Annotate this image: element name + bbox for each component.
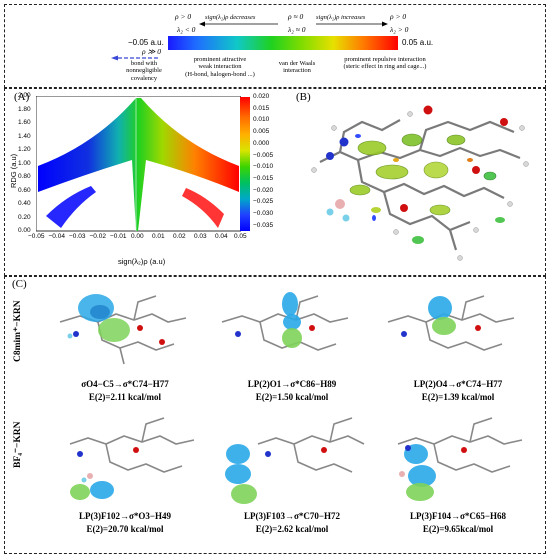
nbo-orbital-4 (69, 417, 195, 500)
y-tick: 0.20 (18, 213, 31, 221)
x-tick: −0.02 (89, 233, 106, 240)
nbo-orbital-3 (387, 295, 515, 351)
legend-box (4, 4, 546, 88)
colorbar-ticks: 0.020 0.015 0.010 0.005 0.000 −0.005 −0.… (253, 93, 293, 234)
colorbar-tick: −0.010 (253, 163, 274, 171)
rho-approx-zero: ρ ≈ 0 (288, 12, 304, 21)
nbo-orbital-6 (397, 417, 523, 501)
sign-decreases-label: sign(λ₂)ρ decreases (205, 14, 256, 21)
y-tick: 0.60 (18, 186, 31, 194)
sign-lambda-rho-gradient (168, 36, 398, 50)
x-tick: 0.00 (131, 233, 144, 240)
rho-pos-left: ρ > 0 (175, 12, 192, 21)
attractive-interaction-text: prominent attractive weak interaction (H-b… (185, 56, 255, 78)
y-tick: 1.20 (18, 146, 31, 153)
colorbar-tick: −0.020 (253, 186, 274, 194)
colorbar-tick: −0.025 (253, 198, 274, 206)
rdg-scatter-plot (36, 96, 241, 232)
panel-b-label: (B) (296, 91, 311, 103)
nci-isosurface-molecule (311, 105, 529, 261)
nbo-caption-4: LP(3)F102→σ*O3−H49 E(2)=20.70 kcal/mol (78, 511, 172, 534)
lambda-pos: λ₂ > 0 (390, 25, 409, 34)
x-tick: −0.01 (110, 233, 127, 240)
row-label-c8mim: C8mim⁺−KRN (13, 300, 23, 362)
lambda-approx-zero: λ₂ ≈ 0 (288, 25, 306, 34)
legend-left-value: −0.05 a.u. (128, 38, 164, 47)
bond-covalency-text: bond with nonnegligible covalency (126, 60, 162, 82)
y-tick: 0.40 (18, 200, 31, 207)
panel-c-label: (C) (12, 278, 27, 290)
colorbar-tick: −0.035 (253, 221, 274, 229)
nbo-orbital-2 (221, 292, 349, 351)
colorbar-tick: −0.015 (253, 174, 274, 182)
y-tick: 1.40 (18, 132, 31, 140)
x-tick: 0.05 (234, 233, 247, 240)
x-tick: −0.04 (48, 233, 65, 240)
nbo-caption-6: LP(3)F104→σ*C65−H68 E(2)=9.65kcal/mol (409, 511, 507, 534)
y-tick: 2.00 (18, 92, 31, 99)
ab-box (4, 88, 546, 276)
y-tick: 1.00 (18, 159, 31, 167)
colorbar-tick: 0.015 (253, 104, 270, 112)
colorbar-tick: 0.020 (253, 93, 270, 100)
x-tick: 0.02 (173, 233, 186, 240)
legend-right-value: 0.05 a.u. (402, 38, 434, 47)
nbo-orbital-5 (225, 417, 365, 504)
rho-pos-right: ρ > 0 (390, 12, 407, 21)
rho-much-greater: ρ ≫ 0 (142, 47, 161, 56)
colorbar (240, 97, 250, 231)
x-tick: 0.04 (215, 233, 228, 240)
nbo-caption-3: LP(2)O4→σ*C74−H77 E(2)=1.39 kcal/mol (413, 379, 503, 402)
y-tick: 1.60 (18, 119, 31, 126)
colorbar-tick: −0.005 (253, 151, 274, 159)
x-tick: 0.03 (194, 233, 207, 240)
colorbar-tick: 0.000 (253, 139, 270, 147)
sign-lambda-axis-label: sign(λ₂)ρ (a.u) (118, 257, 166, 266)
y-tick: 0.00 (18, 227, 31, 234)
colorbar-tick: 0.010 (253, 116, 270, 124)
x-tick: −0.05 (28, 233, 45, 240)
colorbar-tick: 0.005 (253, 128, 270, 136)
nbo-caption-5: LP(3)F103→σ*C70−H72 E(2)=2.62 kcal/mol (243, 511, 341, 534)
panel-a-label: (A) (14, 91, 30, 103)
nbo-caption-2: LP(2)O1→σ*C86−H89 E(2)=1.50 kcal/mol (247, 379, 337, 402)
lambda-neg: λ₂ < 0 (177, 25, 196, 34)
repulsive-interaction-text: prominent repulsive interaction (steric e… (343, 56, 427, 71)
nbo-caption-1: σO4−C5→σ*C74−H77 E(2)=2.11 kcal/mol (81, 379, 169, 402)
x-tick: 0.01 (152, 233, 165, 240)
x-tick: −0.03 (69, 233, 86, 240)
vdw-interaction-text: van der Waals interaction (278, 60, 316, 75)
x-ticks: −0.05 −0.04 −0.03 −0.02 −0.01 0.00 0.01 … (28, 233, 248, 244)
row-label-bf4: BF₄⁻−KRN (13, 421, 23, 468)
legend-arrows (111, 21, 388, 61)
y-tick: 1.80 (18, 105, 31, 113)
colorbar-tick: −0.030 (253, 210, 274, 217)
nbo-orbital-1 (59, 294, 187, 365)
c-box (4, 276, 546, 554)
y-tick: 0.80 (18, 173, 31, 180)
rdg-axis-label: RDG (a.u) (9, 153, 18, 188)
sign-increases-label: sign(λ₂)ρ increases (316, 14, 366, 21)
y-ticks: 2.00 1.80 1.60 1.40 1.20 1.00 0.80 0.60 … (18, 92, 48, 234)
